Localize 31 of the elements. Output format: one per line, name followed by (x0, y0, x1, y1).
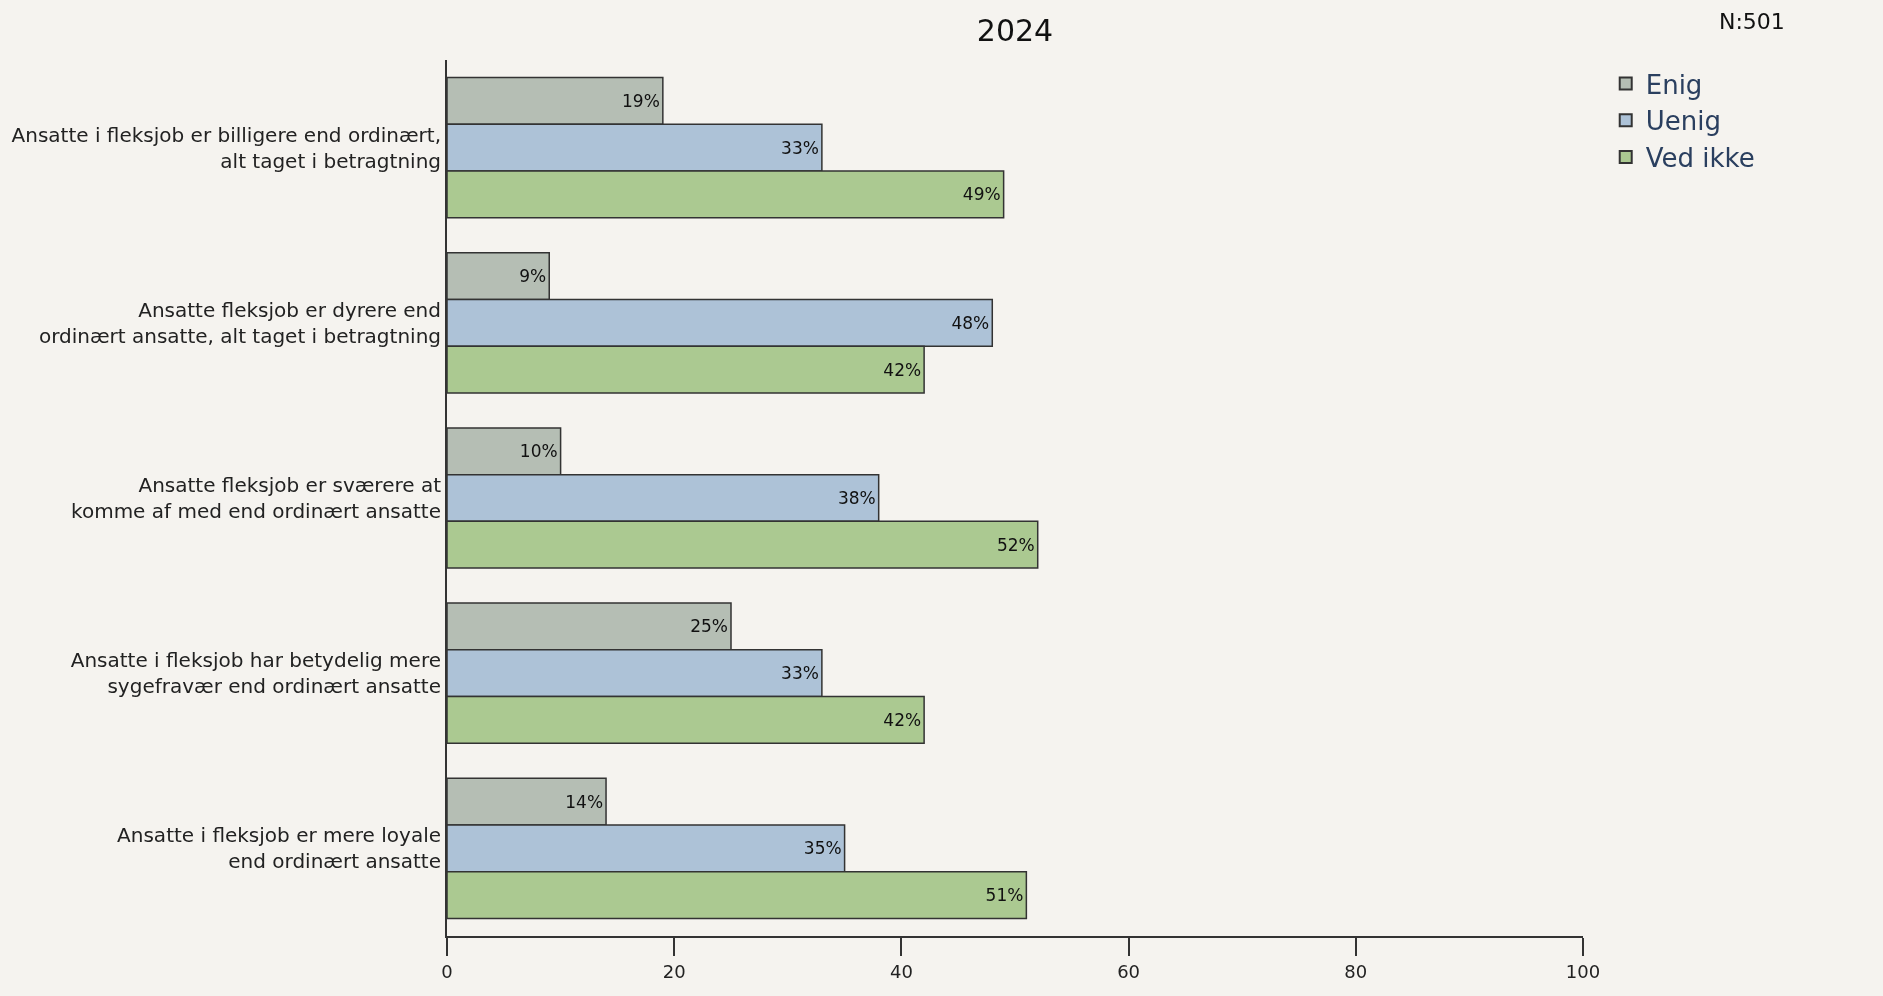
data-label: 48% (951, 312, 990, 333)
x-tick-label: 0 (441, 960, 453, 982)
chart-title: 2024 (976, 12, 1054, 48)
legend-label: Enig (1645, 69, 1703, 100)
x-tick-label: 40 (889, 960, 913, 982)
x-tick-label: 20 (662, 960, 686, 982)
y-tick-label: Ansatte i fleksjob er billigere end ordinært, alt taget i betragtning (11, 122, 441, 173)
data-label: 14% (565, 791, 604, 812)
data-label: 9% (519, 266, 547, 287)
text: N:501 (1719, 9, 1785, 34)
legend-label: Uenig (1645, 106, 1721, 137)
y-tick-label: Ansatte fleksjob er dyrere end ordinært ansatte, alt taget i betragtning (38, 297, 441, 348)
data-label: 33% (781, 137, 819, 158)
data-label: 52% (996, 534, 1035, 555)
data-label: 25% (690, 616, 728, 637)
data-label: 35% (803, 838, 842, 859)
data-label: 38% (837, 488, 876, 508)
x-tick-label: 100 (1565, 960, 1601, 982)
data-label: 42% (883, 709, 922, 730)
data-label: 19% (622, 90, 660, 111)
y-tick-label: Ansatte i fleksjob er mere loyale end ordinært ansatte (117, 823, 441, 874)
data-label: 51% (985, 885, 1024, 906)
x-tick-label: 60 (1117, 960, 1141, 982)
data-label: 33% (781, 663, 819, 684)
data-label: 42% (883, 359, 922, 380)
legend-label: Ved ikke (1645, 143, 1755, 174)
x-tick-label: 80 (1344, 960, 1368, 982)
y-tick-label: Ansatte i fleksjob har betydelig mere sygefravær end ordinært ansatte (70, 648, 441, 699)
data-label: 49% (962, 184, 1001, 205)
data-label: 10% (519, 441, 558, 462)
y-tick-label: Ansatte fleksjob er sværere at komme af med end ordinært ansatte (71, 473, 442, 523)
